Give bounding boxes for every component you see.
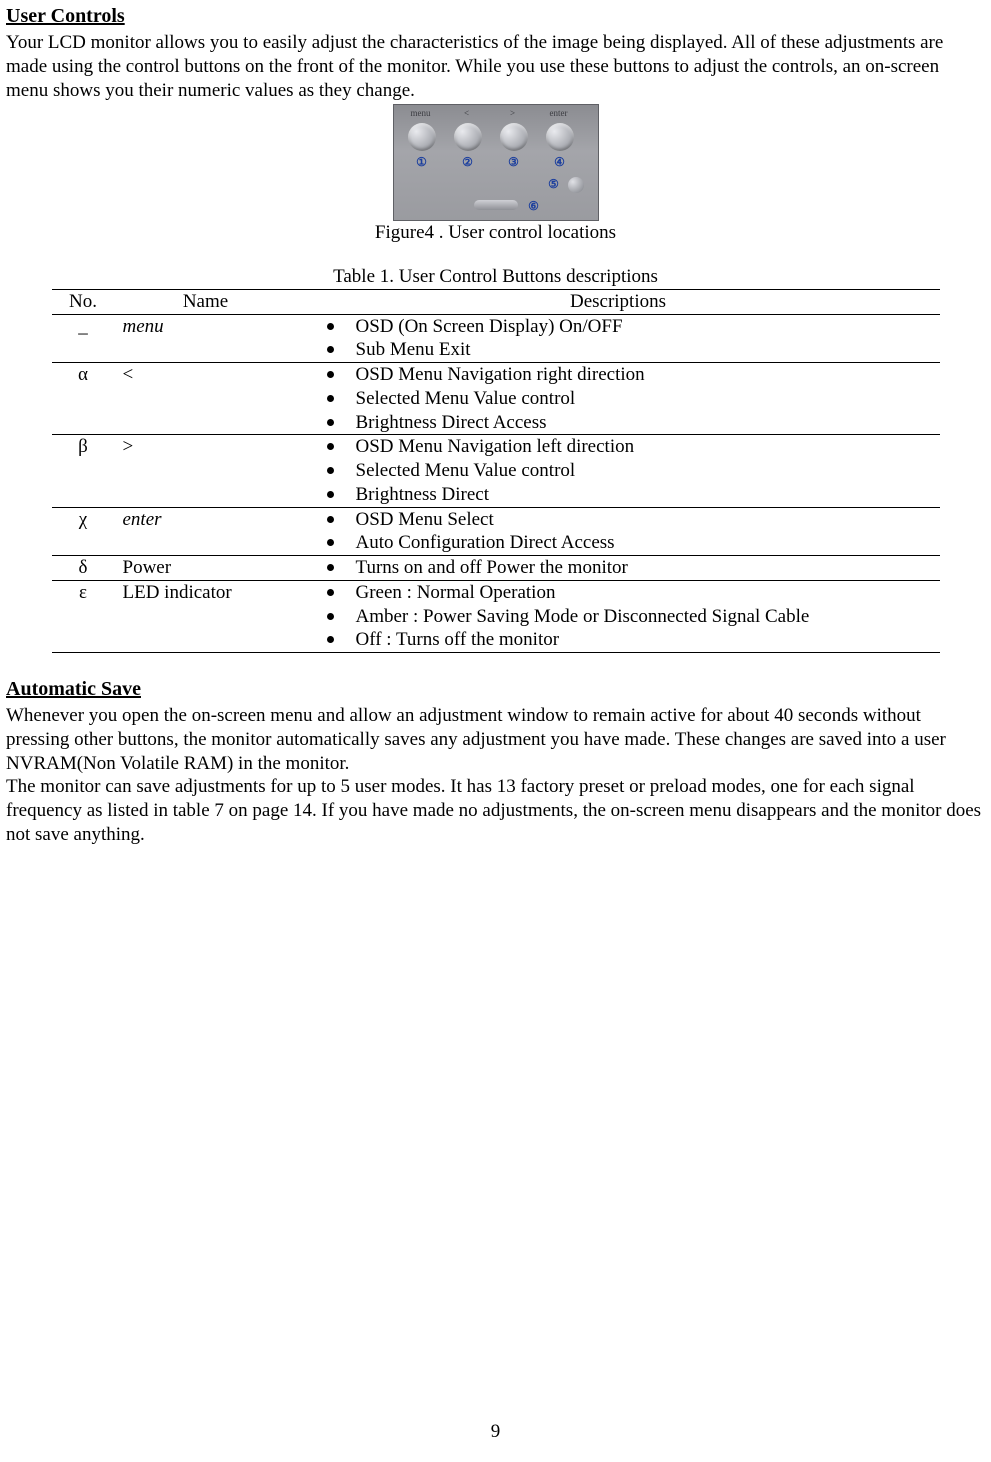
desc-item: Auto Configuration Direct Access	[301, 531, 936, 555]
desc-item: Brightness Direct	[301, 483, 936, 507]
desc-text: Amber : Power Saving Mode or Disconnecte…	[356, 605, 810, 629]
th-desc: Descriptions	[297, 289, 940, 314]
fig-label-left: <	[452, 108, 482, 119]
desc-text: Turns on and off Power the monitor	[356, 556, 628, 580]
cell-name: LED indicator	[115, 580, 297, 652]
desc-text: Green : Normal Operation	[356, 581, 556, 605]
para-automatic-save: Whenever you open the on-screen menu and…	[6, 704, 985, 847]
desc-item: Off : Turns off the monitor	[301, 628, 936, 652]
bullet-icon	[327, 636, 334, 643]
desc-item: OSD (On Screen Display) On/OFF	[301, 315, 936, 339]
cell-name: <	[115, 363, 297, 435]
figure-caption: Figure4 . User control locations	[6, 221, 985, 245]
heading-user-controls: User Controls	[6, 4, 985, 29]
fig-num-4: ④	[550, 155, 570, 170]
cell-no: ε	[52, 580, 115, 652]
figure-wrap: menu < > enter ① ② ③ ④ ⑤ ⑥ Figure4 . Use…	[6, 104, 985, 245]
bullet-icon	[327, 443, 334, 450]
desc-text: Selected Menu Value control	[356, 459, 576, 483]
desc-text: OSD (On Screen Display) On/OFF	[356, 315, 623, 339]
led-graphic	[474, 200, 518, 210]
cell-desc: OSD Menu Navigation left directionSelect…	[297, 435, 940, 507]
fig-label-menu: menu	[406, 108, 436, 119]
power-button-graphic	[568, 177, 584, 193]
th-name: Name	[115, 289, 297, 314]
bullet-icon	[327, 613, 334, 620]
table-row: _menuOSD (On Screen Display) On/OFFSub M…	[52, 314, 940, 363]
knob-4	[546, 123, 574, 151]
th-no: No.	[52, 289, 115, 314]
desc-item: Turns on and off Power the monitor	[301, 556, 936, 580]
desc-item: Sub Menu Exit	[301, 338, 936, 362]
knob-2	[454, 123, 482, 151]
desc-text: OSD Menu Navigation right direction	[356, 363, 645, 387]
bullet-icon	[327, 395, 334, 402]
page-number: 9	[0, 1420, 991, 1444]
cell-desc: OSD (On Screen Display) On/OFFSub Menu E…	[297, 314, 940, 363]
desc-item: Green : Normal Operation	[301, 581, 936, 605]
desc-item: Brightness Direct Access	[301, 411, 936, 435]
fig-num-6: ⑥	[524, 199, 544, 214]
cell-no: _	[52, 314, 115, 363]
bullet-icon	[327, 516, 334, 523]
fig-num-2: ②	[458, 155, 478, 170]
bullet-icon	[327, 467, 334, 474]
cell-no: χ	[52, 507, 115, 556]
desc-text: Selected Menu Value control	[356, 387, 576, 411]
cell-desc: OSD Menu SelectAuto Configuration Direct…	[297, 507, 940, 556]
fig-num-1: ①	[412, 155, 432, 170]
bullet-icon	[327, 539, 334, 546]
table-row: εLED indicatorGreen : Normal OperationAm…	[52, 580, 940, 652]
desc-item: Selected Menu Value control	[301, 459, 936, 483]
desc-item: Selected Menu Value control	[301, 387, 936, 411]
table-row: α<OSD Menu Navigation right directionSel…	[52, 363, 940, 435]
desc-item: OSD Menu Select	[301, 508, 936, 532]
desc-text: Off : Turns off the monitor	[356, 628, 560, 652]
cell-name: menu	[115, 314, 297, 363]
desc-item: Amber : Power Saving Mode or Disconnecte…	[301, 605, 936, 629]
cell-name: >	[115, 435, 297, 507]
table-header-row: No. Name Descriptions	[52, 289, 940, 314]
fig-num-3: ③	[504, 155, 524, 170]
heading-automatic-save: Automatic Save	[6, 677, 985, 702]
desc-text: Sub Menu Exit	[356, 338, 471, 362]
cell-desc: Green : Normal OperationAmber : Power Sa…	[297, 580, 940, 652]
cell-no: δ	[52, 556, 115, 581]
bullet-icon	[327, 323, 334, 330]
cell-desc: OSD Menu Navigation right directionSelec…	[297, 363, 940, 435]
knob-1	[408, 123, 436, 151]
desc-item: OSD Menu Navigation right direction	[301, 363, 936, 387]
bullet-icon	[327, 419, 334, 426]
cell-name: Power	[115, 556, 297, 581]
desc-item: OSD Menu Navigation left direction	[301, 435, 936, 459]
bullet-icon	[327, 589, 334, 596]
fig-num-5: ⑤	[544, 177, 564, 192]
fig-label-right: >	[498, 108, 528, 119]
desc-text: OSD Menu Navigation left direction	[356, 435, 635, 459]
para-user-controls: Your LCD monitor allows you to easily ad…	[6, 31, 985, 102]
page: User Controls Your LCD monitor allows yo…	[0, 0, 991, 1462]
cell-no: β	[52, 435, 115, 507]
bullet-icon	[327, 491, 334, 498]
fig-label-enter: enter	[544, 108, 574, 119]
table-caption: Table 1. User Control Buttons descriptio…	[6, 265, 985, 289]
control-panel-figure: menu < > enter ① ② ③ ④ ⑤ ⑥	[393, 104, 599, 221]
table-row: χenterOSD Menu SelectAuto Configuration …	[52, 507, 940, 556]
cell-no: α	[52, 363, 115, 435]
cell-name: enter	[115, 507, 297, 556]
bullet-icon	[327, 371, 334, 378]
cell-desc: Turns on and off Power the monitor	[297, 556, 940, 581]
bullet-icon	[327, 564, 334, 571]
knob-3	[500, 123, 528, 151]
table-row: δPower Turns on and off Power the monitor	[52, 556, 940, 581]
desc-text: Brightness Direct Access	[356, 411, 547, 435]
table-row: β>OSD Menu Navigation left directionSele…	[52, 435, 940, 507]
desc-text: Auto Configuration Direct Access	[356, 531, 615, 555]
desc-text: OSD Menu Select	[356, 508, 494, 532]
controls-table: No. Name Descriptions _menuOSD (On Scree…	[52, 289, 940, 653]
desc-text: Brightness Direct	[356, 483, 490, 507]
bullet-icon	[327, 346, 334, 353]
